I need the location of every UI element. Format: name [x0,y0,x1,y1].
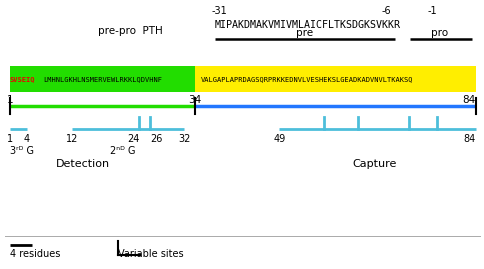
Text: 2ⁿᴰ G: 2ⁿᴰ G [109,146,135,156]
Text: Capture: Capture [352,159,396,169]
Text: 12: 12 [65,134,78,144]
Text: Detection: Detection [56,159,110,169]
Text: -31: -31 [212,6,227,16]
Text: 4 residues: 4 residues [10,249,60,259]
Text: 26: 26 [150,134,163,144]
Text: 1: 1 [7,134,13,144]
Text: pro: pro [431,28,448,38]
Text: SVSEIQ: SVSEIQ [10,76,35,82]
Bar [195,66,475,92]
Text: -6: -6 [381,6,391,16]
Text: LMHNLGKHLNSMERVEWLRKKLQDVHNF: LMHNLGKHLNSMERVEWLRKKLQDVHNF [44,76,162,82]
Text: 24: 24 [126,134,139,144]
Text: 84: 84 [463,134,475,144]
Text: 34: 34 [188,95,201,105]
Text: pre: pre [296,28,313,38]
Text: VALGAPLAPRDAGSQRPRKKEDNVLVESHEKSLGEADKADVNVLTKAKSQ: VALGAPLAPRDAGSQRPRKKEDNVLVESHEKSLGEADKAD… [200,76,412,82]
Text: 49: 49 [273,134,285,144]
Bar [10,66,195,92]
Text: 3ʳᴰ G: 3ʳᴰ G [10,146,34,156]
Text: 84: 84 [462,95,475,105]
Text: MIPAKDMAKVMIVMLAICFLTKSDGKSVKKR: MIPAKDMAKVMIVMLAICFLTKSDGKSVKKR [214,20,400,30]
Text: -1: -1 [427,6,437,16]
Text: 32: 32 [178,134,190,144]
Text: Variable sites: Variable sites [118,249,183,259]
Text: pre-pro  PTH: pre-pro PTH [97,26,162,36]
Text: 1: 1 [7,95,13,105]
Text: 4: 4 [24,134,30,144]
